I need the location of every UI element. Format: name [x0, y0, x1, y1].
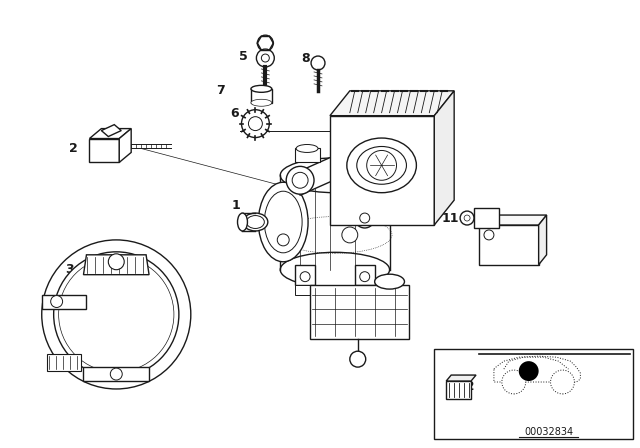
Polygon shape	[83, 255, 149, 275]
Polygon shape	[280, 175, 390, 270]
Polygon shape	[290, 155, 345, 195]
Polygon shape	[330, 116, 435, 225]
Text: 10: 10	[488, 241, 506, 254]
Circle shape	[350, 351, 365, 367]
Text: 9: 9	[358, 323, 367, 336]
Polygon shape	[295, 284, 330, 294]
Circle shape	[257, 49, 275, 67]
Text: 2: 2	[69, 142, 78, 155]
Circle shape	[355, 208, 374, 228]
Polygon shape	[119, 129, 131, 162]
Ellipse shape	[347, 138, 417, 193]
Circle shape	[248, 116, 262, 130]
Circle shape	[54, 252, 179, 377]
Ellipse shape	[259, 182, 308, 262]
Circle shape	[464, 215, 470, 221]
Polygon shape	[42, 294, 86, 310]
Ellipse shape	[251, 99, 272, 106]
Polygon shape	[330, 91, 454, 116]
Ellipse shape	[356, 146, 406, 184]
Ellipse shape	[296, 145, 318, 152]
Ellipse shape	[280, 252, 390, 287]
Text: 5: 5	[239, 50, 248, 63]
Circle shape	[502, 370, 525, 394]
Polygon shape	[355, 284, 385, 294]
Polygon shape	[355, 265, 374, 284]
Text: 7: 7	[216, 84, 225, 97]
Circle shape	[286, 166, 314, 194]
Text: 11: 11	[442, 211, 459, 224]
Polygon shape	[539, 215, 547, 265]
Ellipse shape	[251, 86, 272, 92]
Polygon shape	[101, 125, 121, 137]
Polygon shape	[446, 375, 476, 381]
Polygon shape	[310, 284, 410, 339]
Ellipse shape	[237, 213, 248, 231]
Polygon shape	[474, 208, 499, 228]
Circle shape	[108, 254, 124, 270]
Circle shape	[257, 35, 273, 51]
Circle shape	[460, 211, 474, 225]
Polygon shape	[446, 381, 471, 399]
Circle shape	[550, 370, 575, 394]
Circle shape	[292, 172, 308, 188]
Circle shape	[367, 151, 397, 180]
Polygon shape	[479, 225, 539, 265]
Polygon shape	[295, 148, 320, 162]
Circle shape	[360, 213, 370, 223]
Text: -11: -11	[377, 213, 394, 223]
Ellipse shape	[243, 213, 268, 231]
Text: ⊙: ⊙	[340, 211, 350, 224]
Text: 1: 1	[231, 198, 240, 211]
Circle shape	[519, 361, 539, 381]
Polygon shape	[83, 367, 149, 381]
Polygon shape	[47, 354, 81, 371]
Circle shape	[59, 257, 174, 372]
Circle shape	[311, 56, 325, 70]
Circle shape	[261, 54, 269, 62]
Polygon shape	[435, 91, 454, 225]
Text: 6: 6	[230, 107, 239, 120]
Text: 3: 3	[65, 263, 74, 276]
Circle shape	[484, 230, 494, 240]
Polygon shape	[479, 215, 547, 225]
Polygon shape	[90, 138, 119, 162]
Text: 8: 8	[301, 52, 309, 65]
Ellipse shape	[280, 158, 390, 193]
Circle shape	[241, 110, 269, 138]
Circle shape	[277, 234, 289, 246]
Text: 4: 4	[425, 172, 434, 185]
Polygon shape	[252, 89, 272, 103]
Ellipse shape	[374, 274, 404, 289]
Polygon shape	[295, 265, 315, 284]
Text: 00032834: 00032834	[524, 426, 573, 437]
Circle shape	[51, 296, 63, 307]
Polygon shape	[435, 349, 633, 439]
Circle shape	[110, 368, 122, 380]
Polygon shape	[90, 129, 131, 138]
Circle shape	[300, 271, 310, 282]
Circle shape	[342, 227, 358, 243]
Circle shape	[360, 271, 370, 282]
Text: 12: 12	[458, 380, 475, 393]
Ellipse shape	[264, 191, 302, 253]
Ellipse shape	[246, 215, 264, 228]
